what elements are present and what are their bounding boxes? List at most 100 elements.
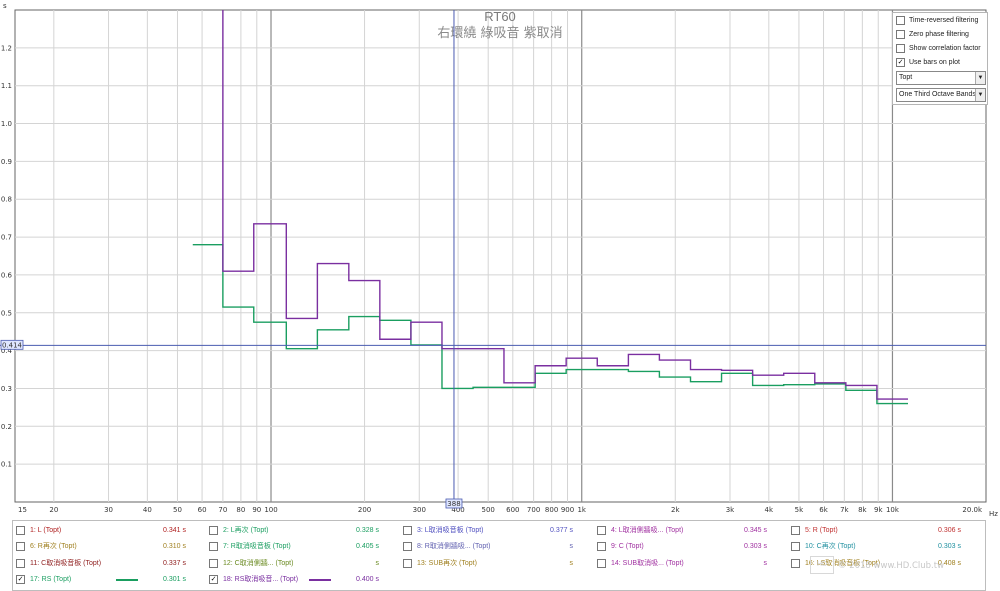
x-tick-label: 100: [264, 506, 277, 514]
bands-select[interactable]: One Third Octave Bands ▼: [896, 88, 986, 102]
legend-label: 7: R取消吸音板 (Topt): [223, 543, 291, 550]
legend-label: 4: L取消側牆吸... (Topt): [611, 527, 684, 534]
x-tick-label: 90: [252, 506, 261, 514]
y-tick-label: 0.6: [1, 271, 13, 279]
x-tick-label: 30: [104, 506, 113, 514]
chart-subtitle: 右環繞 綠吸音 紫取消: [437, 25, 562, 41]
legend-item[interactable]: ✓ 18: RS取消吸音... (Topt) 0.400 s: [209, 572, 399, 588]
legend-checkbox[interactable]: [16, 558, 25, 568]
x-tick-label: 500: [482, 506, 495, 514]
y-axis-unit: s: [3, 2, 7, 10]
legend-checkbox[interactable]: [597, 525, 606, 535]
x-tick-label: 40: [143, 506, 152, 514]
legend-value: 0.301 s: [163, 576, 186, 583]
legend-label: 18: RS取消吸音... (Topt): [223, 576, 299, 583]
legend-checkbox[interactable]: [209, 525, 218, 535]
y-tick-label: 0.4: [1, 347, 13, 355]
use-bars-option[interactable]: ✓ Use bars on plot: [896, 57, 960, 67]
x-tick-label: 7k: [840, 506, 849, 514]
legend-value: 0.405 s: [356, 543, 379, 550]
legend-checkbox[interactable]: [791, 558, 800, 568]
rt60-chart[interactable]: 0.1 0.2 0.3 0.4 0.5 0.6 0.7 0.8 0.9 1.0 1.1 1.2 15 2…: [0, 0, 1000, 520]
measurement-legend: 1: L (Topt) 0.341 s 2: L再次 (Topt) 0.328 s 3:…: [12, 520, 986, 591]
chevron-down-icon[interactable]: ▼: [975, 72, 985, 84]
legend-item[interactable]: 14: SUB取消吸... (Topt) s: [597, 556, 787, 572]
legend-value: s: [763, 560, 768, 567]
legend-label: 16: LS取消吸音板 (Topt): [805, 560, 881, 567]
x-tick-label: 200: [358, 506, 371, 514]
legend-value: 0.306 s: [938, 527, 961, 534]
legend-checkbox[interactable]: [791, 525, 800, 535]
x-tick-label: 600: [506, 506, 519, 514]
legend-value: 0.400 s: [356, 576, 379, 583]
legend-checkbox[interactable]: [791, 541, 800, 551]
legend-item[interactable]: 11: C取消吸音板 (Topt) 0.337 s: [16, 556, 206, 572]
plot-area[interactable]: [14, 9, 987, 503]
x-tick-label: 4k: [765, 506, 774, 514]
cursor-y-label: 0.414: [2, 341, 23, 349]
legend-item[interactable]: ✓ 17: RS (Topt) 0.301 s: [16, 572, 206, 588]
time-reversed-option[interactable]: Time-reversed filtering: [896, 15, 978, 26]
parameter-select[interactable]: Topt ▼: [896, 71, 986, 85]
x-tick-label: 15: [18, 506, 27, 514]
legend-label: 6: R再次 (Topt): [30, 543, 77, 550]
cursor-x-label-box: [445, 498, 463, 509]
legend-item[interactable]: 1: L (Topt) 0.341 s: [16, 523, 206, 539]
legend-checkbox[interactable]: [597, 541, 606, 551]
series-lines: [192, 10, 908, 405]
legend-item[interactable]: 2: L再次 (Topt) 0.328 s: [209, 523, 399, 539]
legend-item[interactable]: 3: L取消吸音板 (Topt) 0.377 s: [403, 523, 593, 539]
legend-checkbox[interactable]: [16, 525, 25, 535]
legend-item[interactable]: 4: L取消側牆吸... (Topt) 0.345 s: [597, 523, 787, 539]
legend-checkbox[interactable]: [403, 541, 412, 551]
legend-checkbox[interactable]: [209, 541, 218, 551]
x-tick-label: 6k: [819, 506, 828, 514]
x-tick-label: 20: [49, 506, 58, 514]
legend-value: 0.310 s: [163, 543, 186, 550]
legend-checkbox[interactable]: ✓: [209, 574, 218, 584]
legend-checkbox[interactable]: ✓: [16, 574, 25, 584]
legend-value: s: [569, 560, 574, 567]
legend-color-swatch: [309, 579, 331, 581]
legend-checkbox[interactable]: [403, 525, 412, 535]
options-panel: Time-reversed filtering Zero phase filte…: [892, 12, 988, 105]
x-tick-label: 300: [413, 506, 426, 514]
legend-label: 9: C (Topt): [611, 543, 644, 550]
legend-item[interactable]: 5: R (Topt) 0.306 s: [791, 523, 981, 539]
legend-color-swatch: [116, 579, 138, 581]
y-tick-label: 0.5: [1, 309, 12, 317]
y-axis-ticks: 0.1 0.2 0.3 0.4 0.5 0.6 0.7 0.8 0.9 1.0 1.1 1.2: [1, 44, 13, 468]
legend-checkbox[interactable]: [209, 558, 218, 568]
x-tick-label: 2k: [671, 506, 680, 514]
legend-item[interactable]: 8: R取消側牆吸... (Topt) s: [403, 539, 593, 555]
zero-phase-checkbox[interactable]: [896, 29, 905, 39]
legend-item[interactable]: 10: C再次 (Topt) 0.303 s: [791, 539, 981, 555]
legend-item[interactable]: 9: C (Topt) 0.303 s: [597, 539, 787, 555]
x-axis-unit: Hz: [989, 510, 998, 518]
legend-item[interactable]: 13: SUB再次 (Topt) s: [403, 556, 593, 572]
legend-label: 1: L (Topt): [30, 527, 62, 534]
show-correlation-checkbox[interactable]: [896, 43, 905, 53]
watermark: © 2018 www.HD.Club.tw: [838, 561, 945, 571]
time-reversed-checkbox[interactable]: [896, 15, 905, 25]
zero-phase-option[interactable]: Zero phase filtering: [896, 29, 969, 40]
legend-checkbox[interactable]: [16, 541, 25, 551]
legend-checkbox[interactable]: [403, 558, 412, 568]
legend-label: 14: SUB取消吸... (Topt): [611, 560, 684, 567]
chevron-down-icon[interactable]: ▼: [975, 89, 985, 101]
x-tick-label: 900: [561, 506, 574, 514]
cursor-x-label: 388: [447, 500, 460, 508]
legend-value: 0.341 s: [163, 527, 186, 534]
legend-item[interactable]: 7: R取消吸音板 (Topt) 0.405 s: [209, 539, 399, 555]
legend-value: 0.377 s: [550, 527, 573, 534]
y-tick-label: 0.9: [1, 158, 12, 166]
legend-value: 0.303 s: [744, 543, 767, 550]
legend-item[interactable]: 12: C取消側牆... (Topt) s: [209, 556, 399, 572]
legend-item[interactable]: 16: LS取消吸音板 (Topt) 0.408 s: [791, 556, 981, 572]
legend-checkbox[interactable]: [597, 558, 606, 568]
x-tick-label: 400: [451, 506, 464, 514]
use-bars-checkbox[interactable]: ✓: [896, 57, 905, 67]
legend-item[interactable]: 6: R再次 (Topt) 0.310 s: [16, 539, 206, 555]
show-correlation-option[interactable]: Show correlation factor: [896, 43, 981, 54]
legend-value: 0.345 s: [744, 527, 767, 534]
